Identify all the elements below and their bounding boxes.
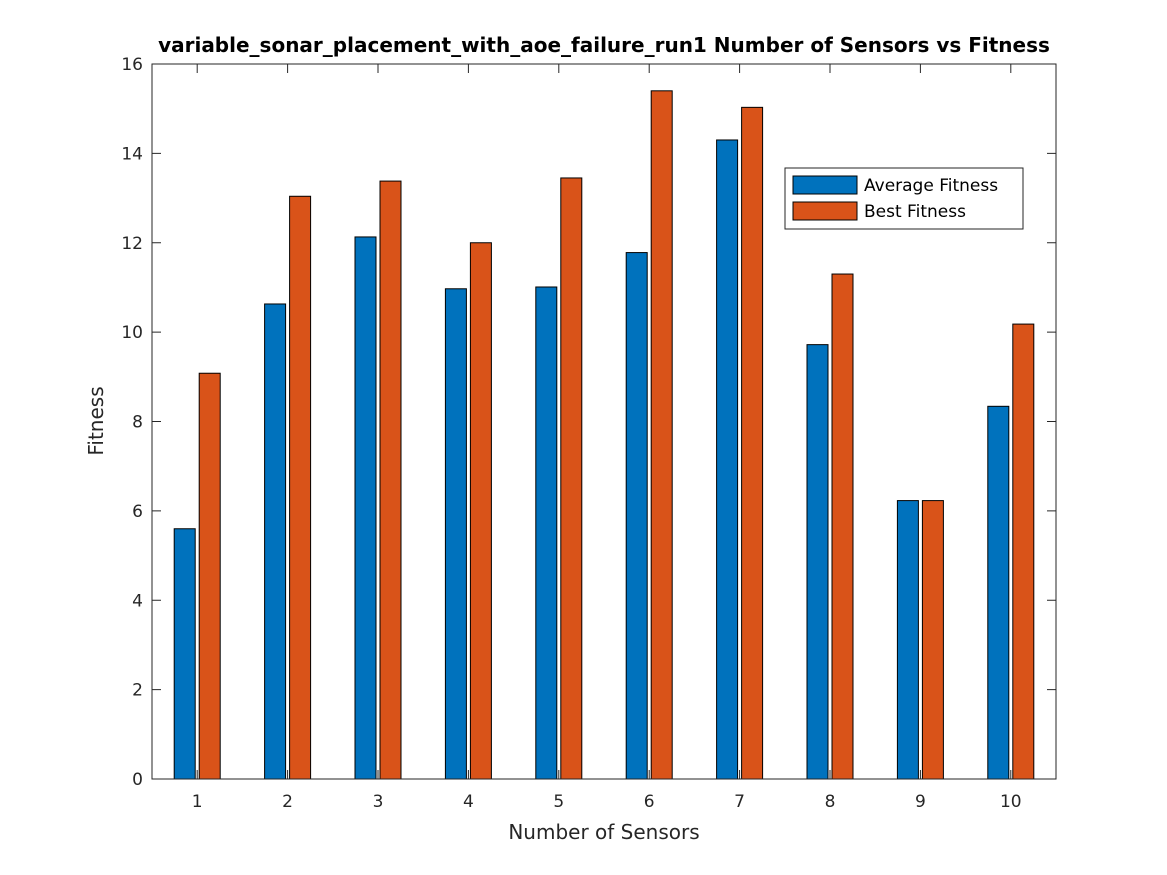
y-tick-label: 16 [121, 55, 143, 75]
bar-best-3 [379, 180, 402, 780]
x-tick-label: 2 [282, 792, 293, 812]
y-tick-label: 6 [132, 502, 143, 522]
y-axis-label: Fitness [84, 386, 108, 455]
bar-average-3 [354, 236, 377, 780]
legend-label: Best Fitness [864, 202, 966, 222]
legend-label: Average Fitness [864, 176, 998, 196]
y-tick-label: 14 [121, 144, 143, 164]
x-axis-label: Number of Sensors [508, 820, 699, 844]
y-tick-label: 0 [132, 770, 143, 790]
y-tick-label: 2 [132, 681, 143, 701]
y-tick-label: 4 [132, 591, 143, 611]
x-tick-label: 8 [825, 792, 836, 812]
x-tick-label: 3 [373, 792, 384, 812]
bar-average-10 [987, 405, 1010, 780]
x-tick-label: 10 [1000, 792, 1022, 812]
legend: Average Fitness Best Fitness [784, 167, 1024, 230]
bar-best-4 [469, 242, 492, 780]
bar-average-6 [625, 252, 648, 780]
bar-average-8 [806, 344, 829, 780]
x-tick-label: 4 [463, 792, 474, 812]
bar-best-7 [741, 106, 764, 780]
bar-best-9 [921, 500, 944, 780]
bar-average-5 [535, 286, 558, 780]
bar-best-10 [1012, 323, 1035, 780]
bar-average-4 [444, 288, 467, 780]
bar-average-7 [716, 139, 739, 780]
bar-best-2 [289, 195, 312, 780]
bar-average-2 [264, 303, 287, 780]
x-tick-label: 9 [915, 792, 926, 812]
legend-swatch [792, 175, 858, 195]
x-tick-label: 5 [553, 792, 564, 812]
x-tick-label: 6 [644, 792, 655, 812]
bar-best-6 [650, 90, 673, 780]
legend-swatch [792, 201, 858, 221]
y-tick-label: 10 [121, 323, 143, 343]
bar-best-1 [198, 372, 221, 780]
y-tick-label: 12 [121, 234, 143, 254]
bar-average-9 [896, 500, 919, 780]
x-tick-label: 1 [192, 792, 203, 812]
y-tick-label: 8 [132, 413, 143, 433]
chart-title: variable_sonar_placement_with_aoe_failur… [158, 33, 1050, 57]
bar-best-5 [560, 177, 583, 780]
x-tick-label: 7 [734, 792, 745, 812]
bar-best-8 [831, 273, 854, 780]
bar-average-1 [173, 528, 196, 780]
